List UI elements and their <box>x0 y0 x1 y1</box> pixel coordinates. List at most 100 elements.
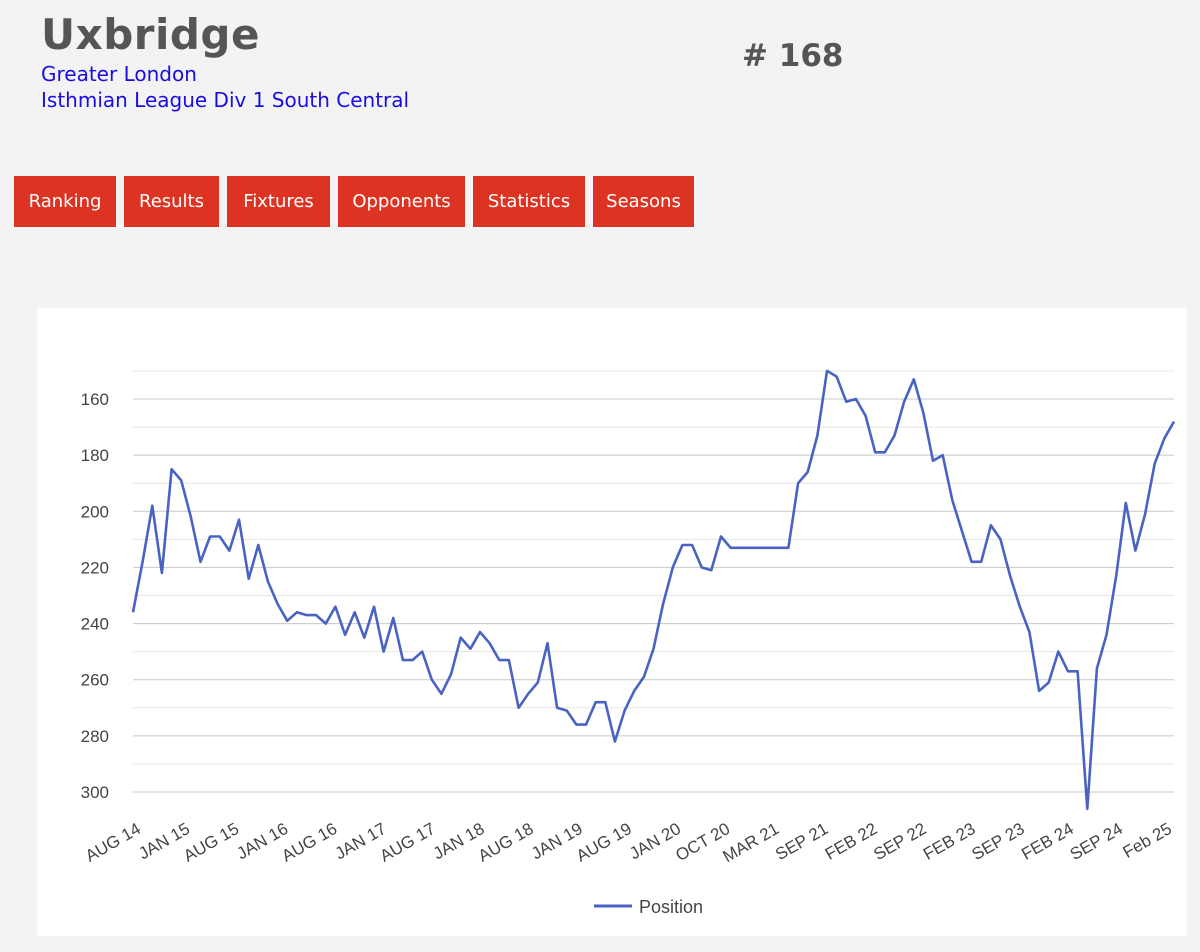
nav-statistics-button[interactable]: Statistics <box>473 176 585 227</box>
data-point <box>893 434 897 438</box>
x-tick-label: FEB 23 <box>920 819 979 864</box>
data-point <box>420 650 424 654</box>
x-tick-label: FEB 24 <box>1018 819 1077 864</box>
y-tick-label: 200 <box>81 502 109 521</box>
series-layer <box>131 369 1176 811</box>
data-point <box>478 630 482 634</box>
data-point <box>1018 605 1022 609</box>
x-tick-label: SEP 23 <box>969 819 1028 864</box>
data-point <box>208 535 212 539</box>
data-point <box>680 543 684 547</box>
data-point <box>333 605 337 609</box>
data-point <box>883 450 887 454</box>
data-point <box>430 678 434 682</box>
x-tick-label: AUG 19 <box>573 819 635 866</box>
data-point <box>189 515 193 519</box>
data-point <box>854 397 858 401</box>
data-point <box>517 706 521 710</box>
data-point <box>353 610 357 614</box>
y-axis-ticks: 160 180 200 220 240 260 280 300 <box>81 390 109 802</box>
data-point <box>806 470 810 474</box>
data-point <box>1095 667 1099 671</box>
data-point <box>921 411 925 415</box>
x-tick-label: AUG 15 <box>180 819 242 866</box>
data-point <box>1085 807 1089 811</box>
x-tick-label: Feb 25 <box>1120 819 1175 862</box>
data-point <box>767 546 771 550</box>
data-point <box>199 560 203 564</box>
y-tick-label: 220 <box>81 558 109 577</box>
nav-opponents-button[interactable]: Opponents <box>338 176 465 227</box>
chart-legend: Position <box>594 897 703 917</box>
data-point <box>1143 512 1147 516</box>
data-point <box>1133 549 1137 553</box>
data-point <box>777 546 781 550</box>
data-point <box>584 723 588 727</box>
data-point <box>748 546 752 550</box>
data-point <box>796 481 800 485</box>
data-point <box>1047 681 1051 685</box>
data-point <box>623 709 627 713</box>
data-point <box>950 498 954 502</box>
data-point <box>507 658 511 662</box>
data-point <box>758 546 762 550</box>
data-point <box>989 523 993 527</box>
position-chart: 160 180 200 220 240 260 280 300 AUG 14 JAN 15 AUG… <box>37 308 1187 936</box>
data-point <box>671 565 675 569</box>
data-point <box>652 647 656 651</box>
data-point <box>546 641 550 645</box>
x-tick-label: MAR 21 <box>720 819 783 866</box>
x-tick-label: JAN 20 <box>626 819 684 863</box>
data-point <box>314 613 318 617</box>
data-point <box>970 560 974 564</box>
data-point <box>256 543 260 547</box>
data-point <box>690 543 694 547</box>
data-point <box>738 546 742 550</box>
data-point <box>295 610 299 614</box>
data-point <box>536 681 540 685</box>
data-point <box>1066 669 1070 673</box>
data-point <box>170 467 174 471</box>
rank-number: # 168 <box>742 38 844 74</box>
data-point <box>565 709 569 713</box>
data-point <box>1076 669 1080 673</box>
data-point <box>266 580 270 584</box>
data-point <box>1114 574 1118 578</box>
league-link[interactable]: Isthmian League Div 1 South Central <box>41 88 410 112</box>
data-point <box>632 689 636 693</box>
chart-grid <box>133 370 1174 793</box>
data-point <box>941 453 945 457</box>
data-point <box>719 535 723 539</box>
data-point <box>237 518 241 522</box>
x-tick-label: AUG 17 <box>377 819 439 866</box>
data-point <box>401 658 405 662</box>
data-point <box>382 650 386 654</box>
x-tick-label: AUG 14 <box>82 819 144 866</box>
data-point <box>835 375 839 379</box>
data-point <box>285 619 289 623</box>
nav-seasons-button[interactable]: Seasons <box>593 176 694 227</box>
data-point <box>1105 633 1109 637</box>
x-tick-label: AUG 18 <box>475 819 537 866</box>
data-point <box>873 450 877 454</box>
data-point <box>1162 436 1166 440</box>
data-point <box>343 633 347 637</box>
region-link[interactable]: Greater London <box>41 62 197 86</box>
data-point <box>999 537 1003 541</box>
data-point <box>1153 462 1157 466</box>
data-point <box>391 616 395 620</box>
data-point <box>979 560 983 564</box>
nav-ranking-button[interactable]: Ranking <box>14 176 116 227</box>
data-point <box>709 568 713 572</box>
data-point <box>459 636 463 640</box>
nav-fixtures-button[interactable]: Fixtures <box>227 176 330 227</box>
data-point <box>141 560 145 564</box>
data-point <box>131 610 135 614</box>
nav-results-button[interactable]: Results <box>124 176 219 227</box>
data-point <box>555 706 559 710</box>
data-point <box>150 504 154 508</box>
data-point <box>902 400 906 404</box>
data-point <box>1027 630 1031 634</box>
